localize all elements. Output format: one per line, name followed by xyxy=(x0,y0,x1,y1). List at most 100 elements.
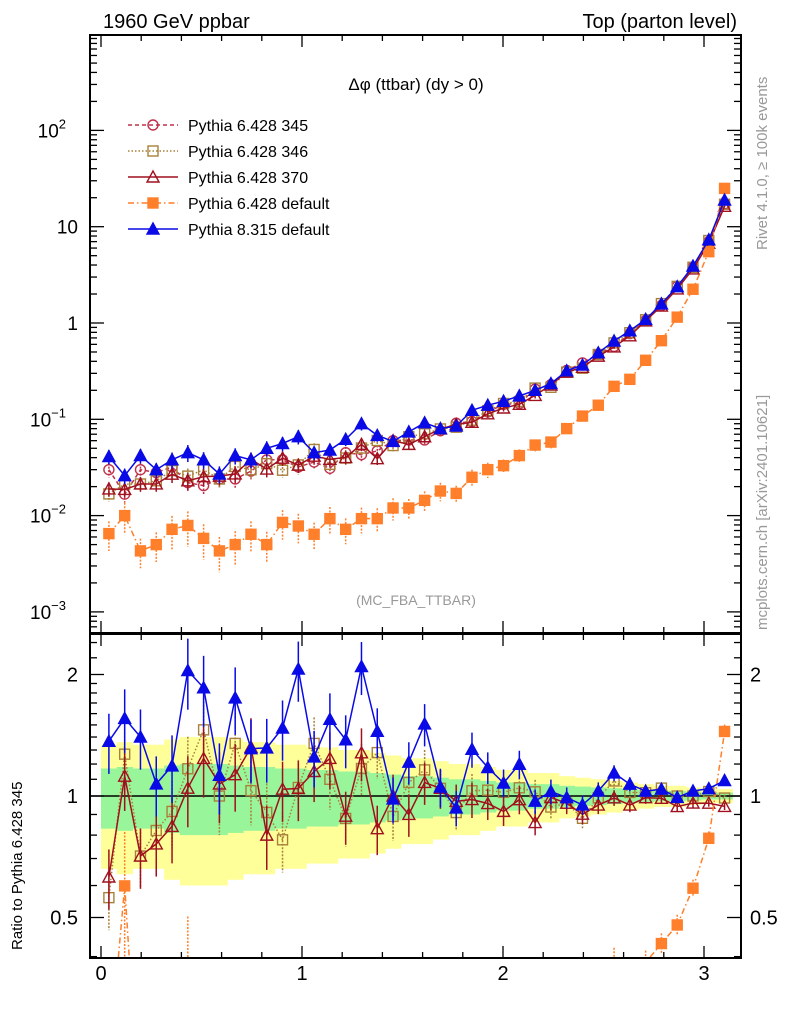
ratio-point xyxy=(496,803,511,818)
series-line xyxy=(108,188,726,552)
ratio-y-tick-label: 2 xyxy=(750,665,761,687)
data-point xyxy=(182,519,194,532)
ratio-point xyxy=(512,756,527,770)
data-point xyxy=(275,436,290,450)
ratio-band-inner xyxy=(353,771,370,825)
data-point xyxy=(276,464,289,476)
data-point xyxy=(480,406,495,420)
data-point xyxy=(180,473,196,487)
data-point xyxy=(180,445,196,459)
ratio-point xyxy=(527,793,543,807)
ratio-point xyxy=(591,797,606,811)
data-point xyxy=(433,421,448,435)
legend-item: Pythia 6.428 370 xyxy=(128,169,308,187)
ratio-series-pythia-6-428-default xyxy=(117,724,731,958)
data-point xyxy=(322,451,338,466)
data-point xyxy=(196,469,211,483)
ratio-point xyxy=(306,749,322,763)
ratio-point xyxy=(164,818,180,833)
data-point xyxy=(355,512,368,525)
ratio-point xyxy=(259,740,274,754)
ratio-point xyxy=(259,827,274,841)
chart-title: Δφ (ttbar) (dy > 0) xyxy=(348,75,483,94)
data-point xyxy=(687,283,699,295)
mcplots-label: mcplots.cern.ch [arXiv:2401.10621] xyxy=(754,395,771,630)
ratio-point xyxy=(622,776,638,790)
legend-item: Pythia 6.428 346 xyxy=(128,144,308,161)
data-point xyxy=(197,532,210,545)
data-point xyxy=(103,463,115,476)
data-point xyxy=(654,296,669,310)
axes: 0 1 2 3 10−3 10−2 10−1 1 10 102 0.5 0.5 1 1 2 2 xyxy=(30,35,778,985)
ratio-series-line xyxy=(108,727,725,898)
ratio-point xyxy=(196,750,211,765)
data-point xyxy=(101,481,117,495)
series-line xyxy=(108,206,726,491)
ratio-point xyxy=(101,869,117,883)
data-point xyxy=(261,538,273,551)
data-point xyxy=(134,463,147,476)
data-point xyxy=(134,545,147,557)
data-point xyxy=(291,429,306,443)
series-line xyxy=(108,199,726,477)
ratio-point xyxy=(703,832,715,844)
y-tick-label: 10−1 xyxy=(30,405,66,431)
ratio-point xyxy=(464,741,480,756)
data-point xyxy=(464,414,480,428)
legend-label: Pythia 6.428 345 xyxy=(188,118,308,135)
y-tick-label: 10−2 xyxy=(30,502,66,528)
data-point xyxy=(354,416,369,430)
ratio-point xyxy=(212,767,227,782)
data-point xyxy=(482,463,494,476)
data-point xyxy=(213,545,226,557)
legend-item: Pythia 6.428 345 xyxy=(128,118,308,135)
data-point xyxy=(639,354,652,366)
ratio-point xyxy=(622,797,638,811)
ratio-point xyxy=(101,733,117,747)
data-point xyxy=(292,520,305,532)
data-point xyxy=(480,397,495,411)
data-point xyxy=(149,462,164,476)
series-pythia-6-428-346 xyxy=(103,198,731,502)
ratio-point xyxy=(385,791,401,805)
data-point xyxy=(212,466,227,480)
ratio-point xyxy=(606,790,622,804)
data-point xyxy=(259,440,274,454)
data-point xyxy=(275,450,290,464)
ratio-point xyxy=(417,774,432,789)
data-point xyxy=(401,424,417,438)
data-point xyxy=(229,538,241,551)
data-point xyxy=(464,402,480,417)
series-line xyxy=(108,203,726,496)
series-line xyxy=(108,204,726,495)
data-point xyxy=(527,382,543,397)
ratio-point xyxy=(480,796,495,810)
data-point xyxy=(291,457,306,471)
data-point xyxy=(149,476,164,490)
ratio-point xyxy=(180,780,196,794)
data-point xyxy=(117,468,132,482)
ratio-point xyxy=(275,781,290,795)
ratio-series-line xyxy=(108,666,725,810)
data-point xyxy=(449,418,464,432)
ratio-point xyxy=(717,798,732,813)
ratio-point xyxy=(575,806,590,820)
series-pythia-6-428-370 xyxy=(101,198,732,498)
data-point xyxy=(306,445,322,459)
data-point xyxy=(354,436,369,451)
ratio-point xyxy=(670,790,685,804)
ratio-band-inner xyxy=(101,768,118,829)
ratio-point xyxy=(527,815,543,829)
ratio-ylabel: Ratio to Pythia 6.428 345 xyxy=(9,782,26,950)
data-point xyxy=(276,516,289,529)
x-tick-label: 1 xyxy=(296,963,307,985)
ratio-point xyxy=(276,834,289,846)
data-point xyxy=(638,311,653,326)
ratio-point xyxy=(685,795,701,809)
legend-marker xyxy=(147,145,159,157)
series-pythia-8-315-default xyxy=(101,192,732,484)
ratio-point xyxy=(401,807,417,821)
ratio-point xyxy=(591,783,606,797)
data-point xyxy=(101,449,117,463)
